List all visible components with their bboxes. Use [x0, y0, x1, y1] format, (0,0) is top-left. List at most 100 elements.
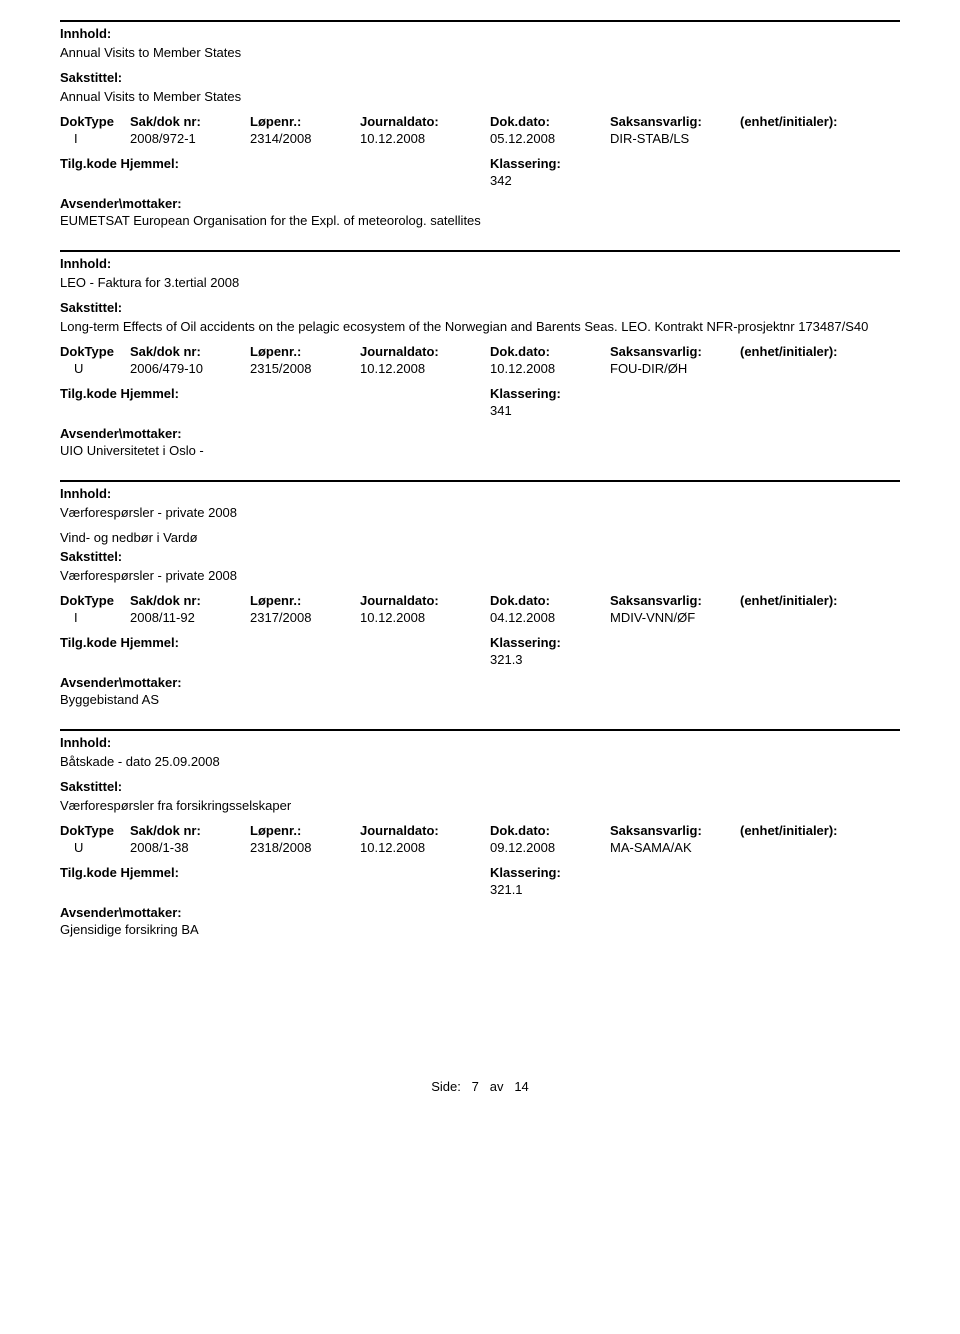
- lopenr-label: Løpenr.:: [250, 344, 360, 359]
- avsender-label: Avsender\mottaker:: [60, 426, 900, 441]
- enhet-value: [740, 610, 880, 625]
- klassering-value: 321.1: [490, 882, 900, 897]
- avsender-text: UIO Universitetet i Oslo -: [60, 443, 900, 458]
- dokdato-value: 05.12.2008: [490, 131, 610, 146]
- tilgkode-left: Tilg.kode Hjemmel:: [60, 156, 490, 171]
- saknr-value: 2006/479-10: [130, 361, 250, 376]
- dokdato-value: 10.12.2008: [490, 361, 610, 376]
- tilgkode-row: Tilg.kode Hjemmel: Klassering:: [60, 865, 900, 880]
- dokdato-label: Dok.dato:: [490, 593, 610, 608]
- entries-container: Innhold: Annual Visits to Member States …: [60, 20, 900, 959]
- journaldato-value: 10.12.2008: [360, 131, 490, 146]
- klassering-value: 341: [490, 403, 900, 418]
- dokdato-label: Dok.dato:: [490, 823, 610, 838]
- lopenr-value: 2314/2008: [250, 131, 360, 146]
- lopenr-label: Løpenr.:: [250, 823, 360, 838]
- avsender-text: Gjensidige forsikring BA: [60, 922, 900, 937]
- tilgkode-label: Tilg.kode: [60, 156, 117, 171]
- lopenr-value: 2317/2008: [250, 610, 360, 625]
- dokdato-label: Dok.dato:: [490, 114, 610, 129]
- saksansvarlig-label: Saksansvarlig:: [610, 114, 740, 129]
- doktype-value: I: [60, 131, 130, 146]
- klassering-label: Klassering:: [490, 635, 561, 650]
- lopenr-value: 2315/2008: [250, 361, 360, 376]
- tilgkode-row: Tilg.kode Hjemmel: Klassering:: [60, 635, 900, 650]
- tilgkode-left: Tilg.kode Hjemmel:: [60, 865, 490, 880]
- klassering-label: Klassering:: [490, 156, 561, 171]
- journal-entry: Innhold: Annual Visits to Member States …: [60, 20, 900, 250]
- saknr-label: Sak/dok nr:: [130, 823, 250, 838]
- enhet-label: (enhet/initialer):: [740, 823, 880, 838]
- hjemmel-label: Hjemmel:: [120, 865, 179, 880]
- enhet-value: [740, 131, 880, 146]
- enhet-value: [740, 361, 880, 376]
- row-values: U 2006/479-10 2315/2008 10.12.2008 10.12…: [60, 361, 900, 376]
- avsender-label: Avsender\mottaker:: [60, 196, 900, 211]
- avsender-text: EUMETSAT European Organisation for the E…: [60, 213, 900, 228]
- saknr-value: 2008/1-38: [130, 840, 250, 855]
- hjemmel-label: Hjemmel:: [120, 386, 179, 401]
- footer-av: av: [490, 1079, 504, 1094]
- journaldato-label: Journaldato:: [360, 593, 490, 608]
- row-labels: DokType Sak/dok nr: Løpenr.: Journaldato…: [60, 593, 900, 608]
- lopenr-value: 2318/2008: [250, 840, 360, 855]
- klassering-label: Klassering:: [490, 386, 561, 401]
- innhold-text: Annual Visits to Member States: [60, 45, 900, 60]
- innhold-label: Innhold:: [60, 735, 900, 750]
- saksansvarlig-label: Saksansvarlig:: [610, 344, 740, 359]
- dokdato-label: Dok.dato:: [490, 344, 610, 359]
- tilgkode-left: Tilg.kode Hjemmel:: [60, 635, 490, 650]
- klassering-value: 321.3: [490, 652, 900, 667]
- hjemmel-label: Hjemmel:: [120, 156, 179, 171]
- tilgkode-row: Tilg.kode Hjemmel: Klassering:: [60, 156, 900, 171]
- saksansvarlig-value: MDIV-VNN/ØF: [610, 610, 740, 625]
- tilgkode-left: Tilg.kode Hjemmel:: [60, 386, 490, 401]
- avsender-label: Avsender\mottaker:: [60, 675, 900, 690]
- avsender-label: Avsender\mottaker:: [60, 905, 900, 920]
- journaldato-value: 10.12.2008: [360, 610, 490, 625]
- sakstittel-label: Sakstittel:: [60, 300, 900, 315]
- doktype-label: DokType: [60, 823, 130, 838]
- journal-entry: Innhold: Værforespørsler - private 2008 …: [60, 480, 900, 729]
- saksansvarlig-value: MA-SAMA/AK: [610, 840, 740, 855]
- row-labels: DokType Sak/dok nr: Løpenr.: Journaldato…: [60, 344, 900, 359]
- extra-line: Vind- og nedbør i Vardø: [60, 530, 900, 545]
- saknr-label: Sak/dok nr:: [130, 344, 250, 359]
- journaldato-value: 10.12.2008: [360, 361, 490, 376]
- sakstittel-label: Sakstittel:: [60, 779, 900, 794]
- saknr-label: Sak/dok nr:: [130, 114, 250, 129]
- saknr-value: 2008/11-92: [130, 610, 250, 625]
- lopenr-label: Løpenr.:: [250, 593, 360, 608]
- footer-side-label: Side:: [431, 1079, 461, 1094]
- innhold-label: Innhold:: [60, 486, 900, 501]
- hjemmel-label: Hjemmel:: [120, 635, 179, 650]
- journaldato-label: Journaldato:: [360, 823, 490, 838]
- doktype-label: DokType: [60, 593, 130, 608]
- enhet-value: [740, 840, 880, 855]
- saknr-label: Sak/dok nr:: [130, 593, 250, 608]
- tilgkode-row: Tilg.kode Hjemmel: Klassering:: [60, 386, 900, 401]
- lopenr-label: Løpenr.:: [250, 114, 360, 129]
- doktype-value: I: [60, 610, 130, 625]
- saksansvarlig-label: Saksansvarlig:: [610, 823, 740, 838]
- row-labels: DokType Sak/dok nr: Løpenr.: Journaldato…: [60, 114, 900, 129]
- saksansvarlig-label: Saksansvarlig:: [610, 593, 740, 608]
- enhet-label: (enhet/initialer):: [740, 593, 880, 608]
- journal-entry: Innhold: LEO - Faktura for 3.tertial 200…: [60, 250, 900, 480]
- tilgkode-label: Tilg.kode: [60, 386, 117, 401]
- klassering-value: 342: [490, 173, 900, 188]
- sakstittel-label: Sakstittel:: [60, 70, 900, 85]
- doktype-value: U: [60, 361, 130, 376]
- saksansvarlig-value: FOU-DIR/ØH: [610, 361, 740, 376]
- tilgkode-label: Tilg.kode: [60, 865, 117, 880]
- row-labels: DokType Sak/dok nr: Løpenr.: Journaldato…: [60, 823, 900, 838]
- enhet-label: (enhet/initialer):: [740, 344, 880, 359]
- enhet-label: (enhet/initialer):: [740, 114, 880, 129]
- journal-entry: Innhold: Båtskade - dato 25.09.2008 Saks…: [60, 729, 900, 959]
- innhold-label: Innhold:: [60, 26, 900, 41]
- row-values: U 2008/1-38 2318/2008 10.12.2008 09.12.2…: [60, 840, 900, 855]
- innhold-label: Innhold:: [60, 256, 900, 271]
- saksansvarlig-value: DIR-STAB/LS: [610, 131, 740, 146]
- doktype-value: U: [60, 840, 130, 855]
- sakstittel-text: Annual Visits to Member States: [60, 89, 900, 104]
